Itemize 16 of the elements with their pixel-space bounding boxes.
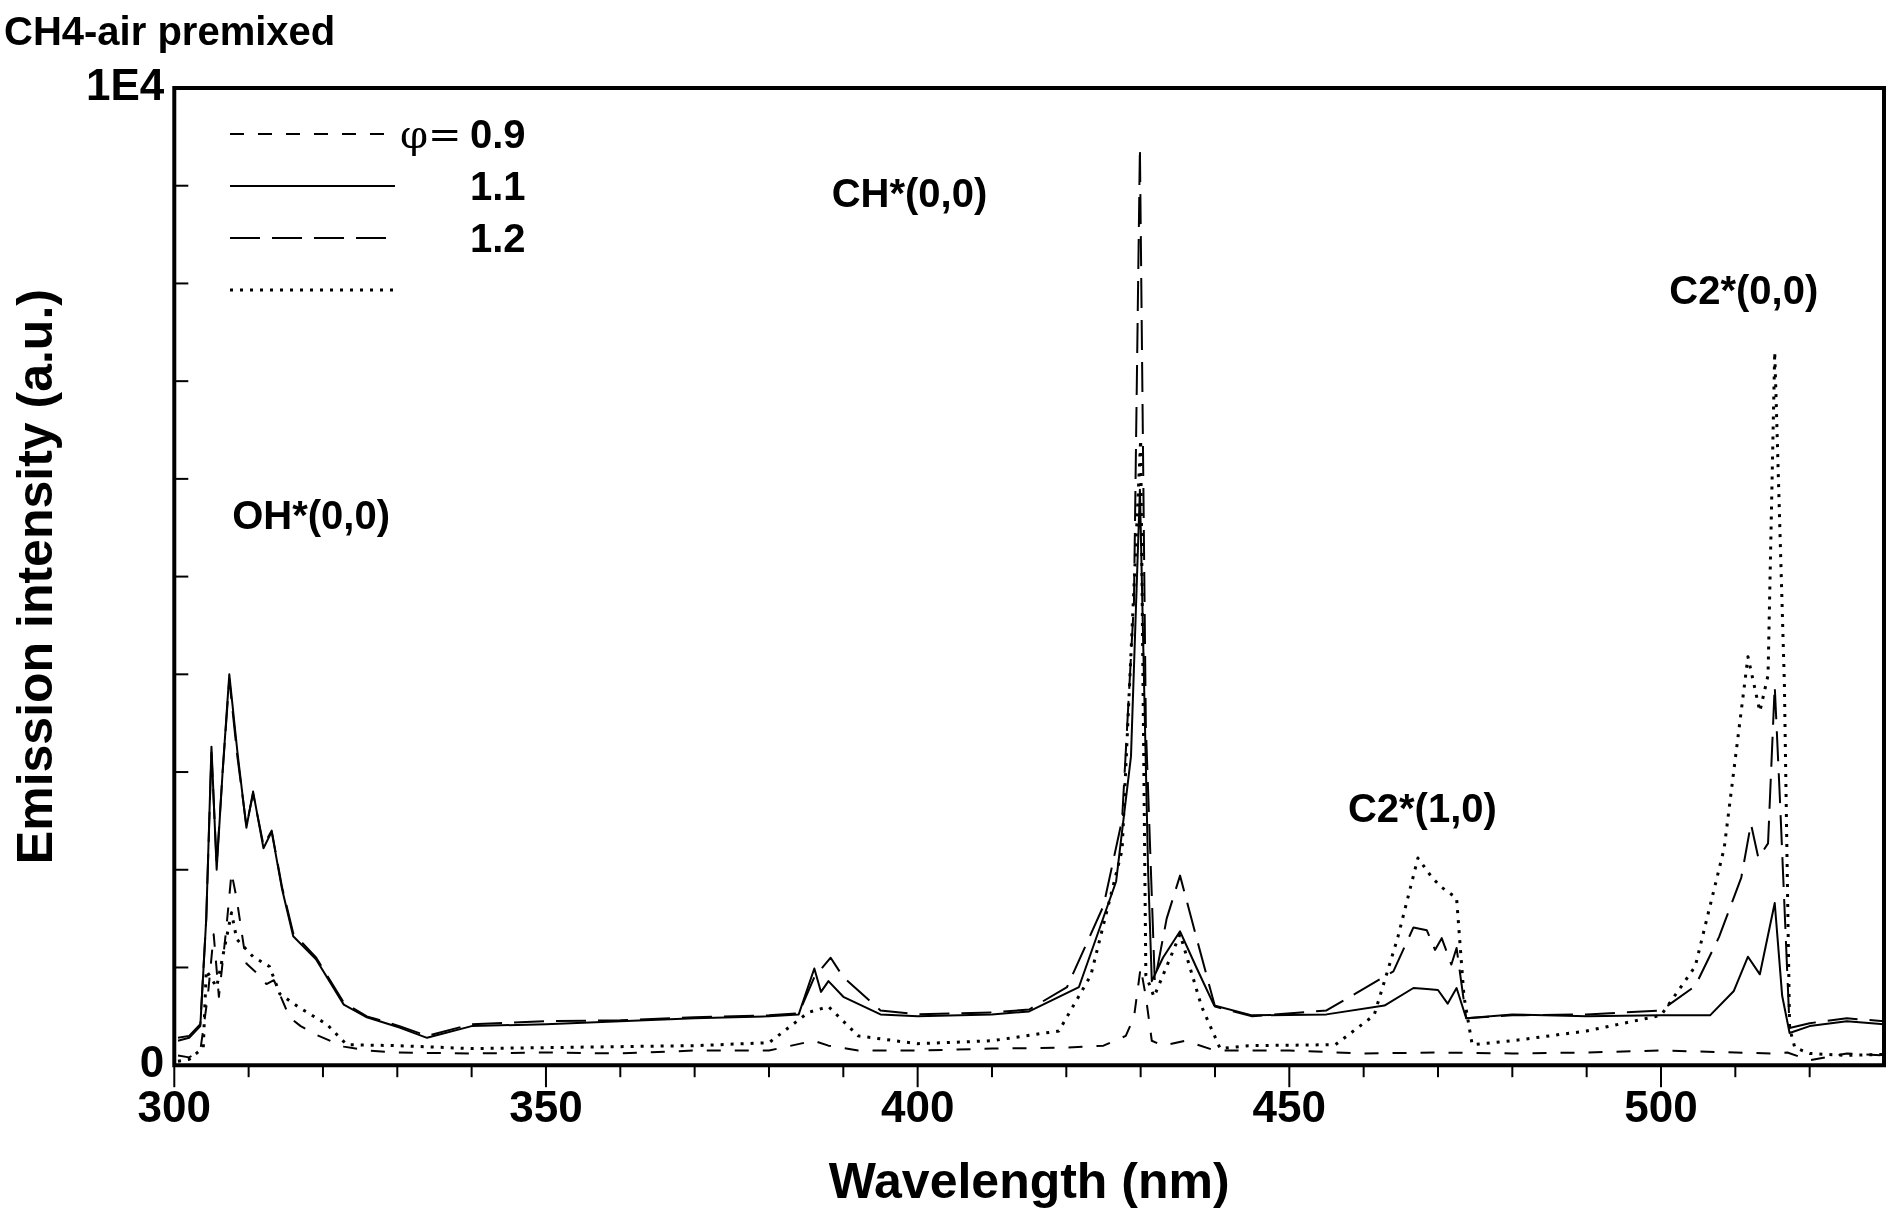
- chart-title: CH4-air premixed: [4, 9, 336, 54]
- x-axis-title: Wavelength (nm): [828, 1152, 1230, 1209]
- annotation: C2*(0,0): [1669, 268, 1819, 313]
- x-tick-label: 500: [1624, 1081, 1698, 1131]
- x-tick-label: 400: [880, 1081, 955, 1131]
- legend-label: 1.2: [470, 215, 526, 261]
- annotation: C2*(1,0): [1347, 786, 1497, 831]
- legend-title: φ=: [400, 111, 463, 157]
- annotation: CH*(0,0): [831, 170, 988, 215]
- legend-label: 0.9: [470, 111, 526, 157]
- annotation: OH*(0,0): [232, 493, 390, 537]
- y-axis-title: Emission intensity (a.u.): [6, 289, 63, 865]
- x-tick-label: 350: [509, 1081, 583, 1131]
- y-tick-label: 1E4: [85, 60, 165, 110]
- legend-label: 1.1: [470, 163, 526, 209]
- x-tick-label: 450: [1252, 1081, 1327, 1131]
